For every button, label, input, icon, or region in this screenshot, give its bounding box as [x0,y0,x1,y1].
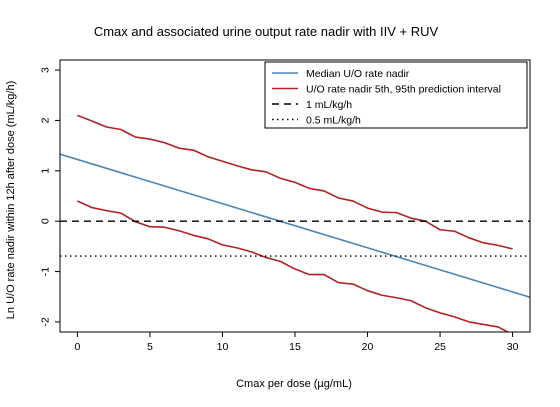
y-tick-label: 0 [40,218,52,224]
legend-label: Median U/O rate nadir [306,68,410,80]
series-line-median [60,153,530,299]
legend-label: U/O rate nadir 5th, 95th prediction inte… [306,84,501,96]
y-tick-label: 3 [40,67,52,73]
legend: Median U/O rate nadir U/O rate nadir 5th,… [264,61,528,129]
series-line-lower-interval [77,200,510,332]
x-tick-label: 30 [507,341,519,353]
plot-series [60,114,530,332]
x-tick-label: 20 [362,341,374,353]
chart-title: Cmax and associated urine output rate na… [94,24,439,39]
y-axis-label: Ln U/O rate nadir within 12h after dose … [5,81,17,319]
series-line-upper-interval [77,114,513,250]
y-tick-label: -1 [40,267,52,276]
x-tick-label: 15 [289,341,301,353]
x-axis-label: Cmax per dose (µg/mL) [236,378,352,390]
x-tick-label: 25 [434,341,446,353]
x-tick-label: 0 [74,341,80,353]
y-tick-label: -2 [40,317,52,326]
y-tick-label: 2 [40,117,52,123]
legend-box [264,61,528,129]
x-tick-label: 10 [217,341,229,353]
y-axis: -2 -1 0 1 2 3 [40,67,60,327]
y-tick-label: 1 [40,168,52,174]
x-tick-label: 5 [147,341,153,353]
legend-label: 1 mL/kg/h [306,99,352,111]
legend-label: 0.5 mL/kg/h [306,115,361,127]
x-axis: 0 5 10 15 20 25 30 [74,332,519,353]
